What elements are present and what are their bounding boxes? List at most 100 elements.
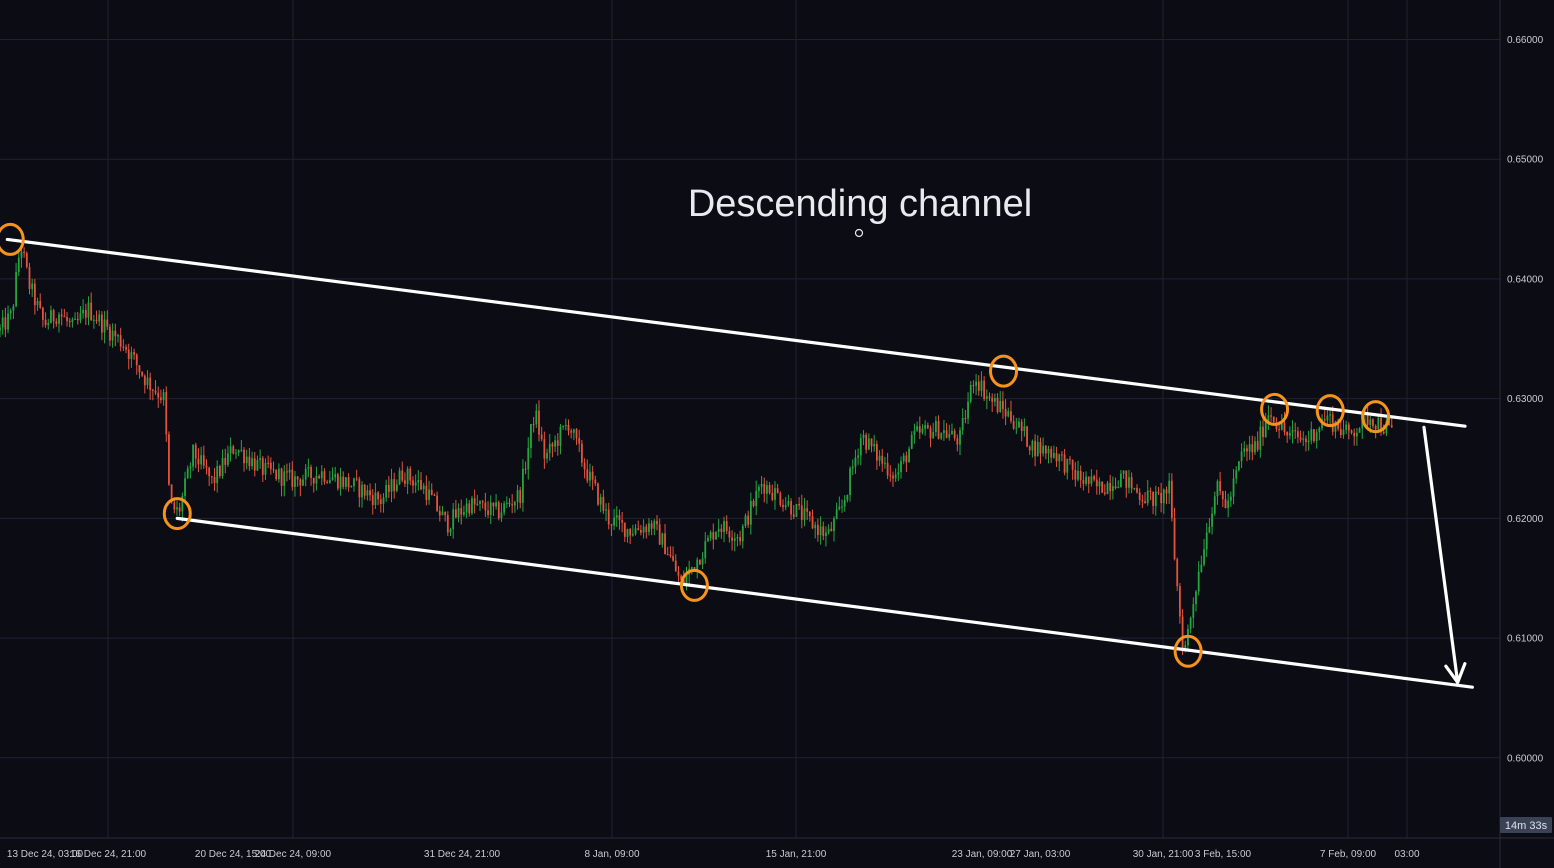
- candle: [934, 416, 937, 437]
- candle: [1028, 445, 1031, 455]
- candle: [637, 520, 640, 531]
- candle: [1047, 445, 1050, 464]
- candle: [1283, 411, 1286, 436]
- arrow-shaft[interactable]: [1422, 425, 1460, 684]
- candle: [816, 518, 819, 542]
- candle: [862, 430, 865, 446]
- candle: [597, 482, 599, 507]
- touch-marker[interactable]: [1361, 400, 1391, 434]
- channel-upper-line[interactable]: [5, 237, 1467, 428]
- candle: [125, 344, 127, 354]
- y-tick-label: 0.63000: [1507, 394, 1544, 405]
- candle: [902, 452, 905, 465]
- candle: [339, 467, 342, 496]
- candle: [294, 471, 296, 497]
- x-tick-label: 15 Jan, 21:00: [766, 849, 827, 860]
- candle: [465, 498, 468, 519]
- candle: [591, 465, 594, 491]
- candle: [15, 262, 17, 308]
- candle: [84, 303, 87, 325]
- candle: [422, 482, 425, 494]
- candle: [567, 419, 570, 436]
- descending-channel: [5, 237, 1474, 689]
- channel-lower-line[interactable]: [175, 516, 1474, 689]
- candle: [766, 480, 768, 504]
- candle: [328, 470, 331, 484]
- candle: [505, 496, 508, 508]
- candle: [1310, 421, 1313, 445]
- candle: [977, 375, 980, 396]
- candle: [1055, 446, 1058, 468]
- candle: [677, 565, 680, 585]
- candle: [382, 493, 385, 513]
- candle: [1165, 486, 1168, 505]
- candle: [1162, 488, 1165, 514]
- candle: [1020, 418, 1023, 442]
- candle: [658, 518, 661, 545]
- candle: [613, 508, 615, 530]
- touch-marker[interactable]: [679, 568, 709, 602]
- candle: [924, 420, 927, 436]
- candle: [98, 310, 101, 326]
- touch-marker[interactable]: [162, 497, 192, 531]
- candle: [739, 530, 742, 546]
- candle: [280, 467, 283, 497]
- candle: [653, 519, 656, 536]
- candle: [1122, 470, 1125, 479]
- candle: [479, 500, 481, 512]
- candle: [975, 373, 978, 396]
- touch-marker[interactable]: [989, 354, 1019, 388]
- candle: [1036, 435, 1039, 457]
- candle: [286, 463, 288, 482]
- candle: [1296, 426, 1299, 444]
- touch-marker[interactable]: [1173, 634, 1203, 668]
- candle: [79, 305, 82, 324]
- candle: [798, 497, 801, 510]
- candle: [543, 431, 546, 469]
- candle: [331, 467, 334, 481]
- candle: [497, 500, 500, 521]
- candle: [1085, 471, 1087, 487]
- candle: [1350, 429, 1353, 435]
- candle: [757, 484, 760, 499]
- candle: [1, 310, 4, 335]
- candle: [1307, 430, 1310, 451]
- candle: [1329, 410, 1331, 427]
- touch-marker[interactable]: [0, 222, 25, 256]
- candle: [87, 296, 90, 326]
- candle: [1173, 507, 1176, 561]
- candle: [1044, 445, 1047, 460]
- candle: [1031, 439, 1034, 458]
- candle: [1090, 469, 1093, 487]
- candle: [436, 491, 439, 512]
- candle: [564, 418, 567, 431]
- candle: [535, 403, 538, 428]
- candle: [1347, 422, 1350, 440]
- candle: [428, 480, 430, 505]
- candle: [264, 458, 267, 480]
- candle: [1106, 480, 1109, 495]
- candle: [897, 463, 900, 482]
- candle: [454, 499, 457, 519]
- candle: [674, 554, 677, 572]
- candle: [1082, 471, 1085, 491]
- candle: [1136, 484, 1138, 494]
- candle: [776, 483, 779, 494]
- touch-marker[interactable]: [1315, 394, 1345, 428]
- candle: [728, 526, 731, 543]
- candle: [1299, 430, 1302, 443]
- touch-marker[interactable]: [1260, 392, 1290, 426]
- anchor-handle[interactable]: [854, 228, 864, 238]
- candle: [1291, 420, 1294, 444]
- candle: [538, 400, 540, 442]
- candle: [985, 389, 988, 410]
- candle: [1079, 465, 1082, 488]
- candle: [20, 247, 23, 268]
- candle: [749, 492, 752, 535]
- candle: [1012, 415, 1015, 430]
- candle: [1262, 419, 1264, 446]
